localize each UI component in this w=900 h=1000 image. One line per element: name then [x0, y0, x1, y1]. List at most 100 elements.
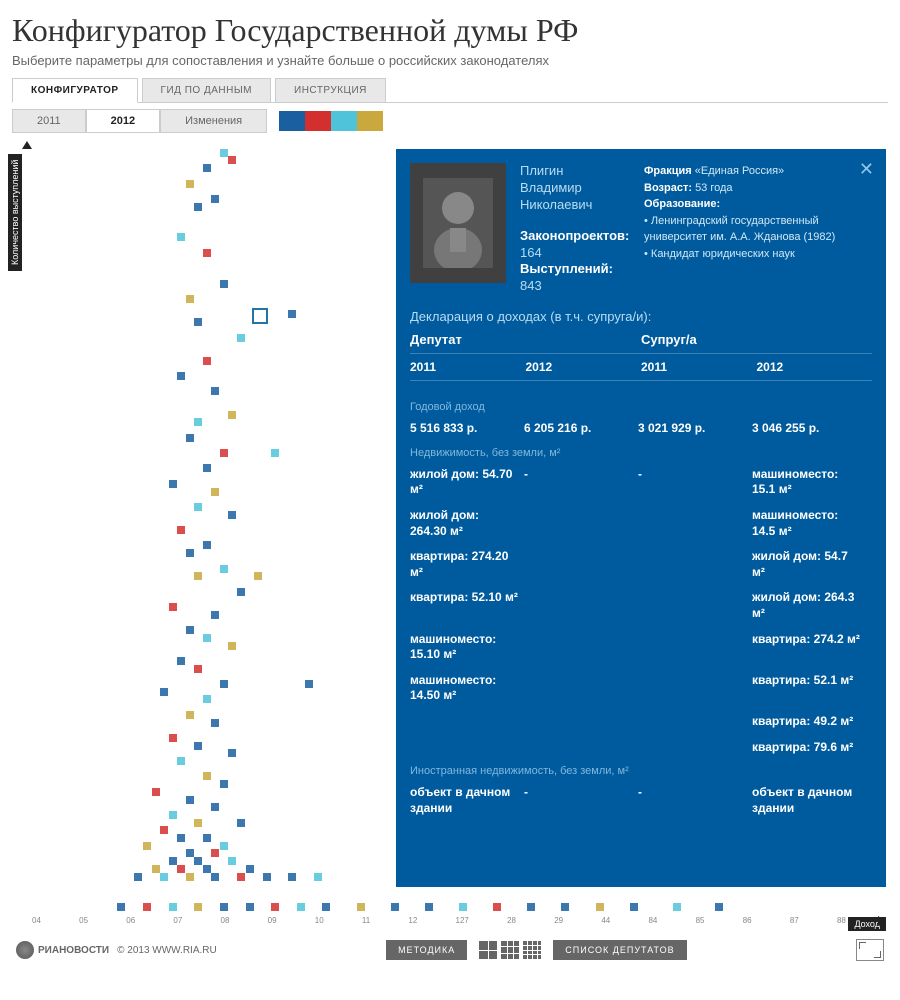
scatter-point[interactable] — [220, 680, 228, 688]
scatter-point[interactable] — [228, 749, 236, 757]
scatter-point[interactable] — [177, 757, 185, 765]
scatter-point[interactable] — [177, 865, 185, 873]
tab-data-guide[interactable]: Гид по данным — [142, 78, 271, 102]
scatter-point[interactable] — [391, 903, 399, 911]
scatter-point[interactable] — [152, 788, 160, 796]
scatter-point[interactable] — [177, 233, 185, 241]
scatter-point[interactable] — [203, 695, 211, 703]
scatter-point[interactable] — [228, 642, 236, 650]
scatter-point[interactable] — [143, 842, 151, 850]
scatter-point[interactable] — [211, 488, 219, 496]
year-tab-2012[interactable]: 2012 — [86, 109, 160, 133]
scatter-point[interactable] — [246, 865, 254, 873]
scatter-point[interactable] — [160, 873, 168, 881]
tab-configurator[interactable]: КОНФИГУРАТОР — [12, 78, 138, 103]
scatter-point[interactable] — [203, 865, 211, 873]
scatter-point[interactable] — [194, 665, 202, 673]
scatter-point[interactable] — [237, 334, 245, 342]
scatter-point[interactable] — [211, 803, 219, 811]
scatter-point[interactable] — [271, 449, 279, 457]
scatter-point[interactable] — [220, 780, 228, 788]
scatter-point[interactable] — [203, 772, 211, 780]
scatter-point[interactable] — [425, 903, 433, 911]
view-small-icon[interactable] — [523, 941, 541, 959]
scatter-point[interactable] — [203, 834, 211, 842]
scatter-point[interactable] — [220, 149, 228, 157]
scatter-point[interactable] — [211, 387, 219, 395]
scatter-point[interactable] — [160, 688, 168, 696]
scatter-point[interactable] — [228, 156, 236, 164]
scatter-point[interactable] — [237, 873, 245, 881]
scatter-point[interactable] — [314, 873, 322, 881]
scatter-point[interactable] — [211, 873, 219, 881]
scatter-point[interactable] — [186, 295, 194, 303]
deputies-list-button[interactable]: СПИСОК ДЕПУТАТОВ — [553, 940, 686, 960]
tab-instructions[interactable]: Инструкция — [275, 78, 386, 102]
scatter-point[interactable] — [228, 411, 236, 419]
scatter-point[interactable] — [169, 903, 177, 911]
scatter-point[interactable] — [220, 842, 228, 850]
scatter-point[interactable] — [194, 903, 202, 911]
scatter-point[interactable] — [194, 418, 202, 426]
scatter-point[interactable] — [297, 903, 305, 911]
scatter-point[interactable] — [186, 796, 194, 804]
scatter-point[interactable] — [220, 903, 228, 911]
scatter-point[interactable] — [152, 865, 160, 873]
scatter-point[interactable] — [186, 180, 194, 188]
scatter-point[interactable] — [194, 203, 202, 211]
scatter-point[interactable] — [194, 819, 202, 827]
scatter-point[interactable] — [194, 503, 202, 511]
scatter-point[interactable] — [220, 280, 228, 288]
ria-logo[interactable]: РИАНОВОСТИ — [16, 941, 109, 959]
scatter-point[interactable] — [596, 903, 604, 911]
scatter-point[interactable] — [134, 873, 142, 881]
legend-swatch-blue[interactable] — [279, 111, 305, 131]
scatter-point[interactable] — [288, 310, 296, 318]
scatter-point[interactable] — [117, 903, 125, 911]
scatter-point[interactable] — [237, 588, 245, 596]
scatter-point[interactable] — [194, 857, 202, 865]
scatter-point[interactable] — [177, 834, 185, 842]
year-tab-changes[interactable]: Изменения — [160, 109, 267, 133]
scatter-point[interactable] — [561, 903, 569, 911]
scatter-point[interactable] — [143, 903, 151, 911]
fullscreen-icon[interactable] — [856, 939, 884, 961]
scatter-point[interactable] — [203, 164, 211, 172]
scatter-point[interactable] — [527, 903, 535, 911]
scatter-point[interactable] — [169, 480, 177, 488]
scatter-point[interactable] — [169, 811, 177, 819]
scatter-point[interactable] — [186, 549, 194, 557]
scatter-point[interactable] — [305, 680, 313, 688]
scatter-point[interactable] — [263, 873, 271, 881]
legend-swatch-gold[interactable] — [357, 111, 383, 131]
scatter-point[interactable] — [203, 634, 211, 642]
scatter-point[interactable] — [160, 826, 168, 834]
scatter-point[interactable] — [271, 903, 279, 911]
scatter-point[interactable] — [169, 734, 177, 742]
scatter-point[interactable] — [237, 819, 245, 827]
scatter-point[interactable] — [493, 903, 501, 911]
legend-swatch-cyan[interactable] — [331, 111, 357, 131]
scatter-point[interactable] — [715, 903, 723, 911]
scatter-point[interactable] — [228, 857, 236, 865]
methodology-button[interactable]: МЕТОДИКА — [386, 940, 467, 960]
scatter-point[interactable] — [177, 372, 185, 380]
scatter-point[interactable] — [673, 903, 681, 911]
scatter-point[interactable] — [186, 849, 194, 857]
scatter-point[interactable] — [459, 903, 467, 911]
scatter-point[interactable] — [203, 249, 211, 257]
scatter-point[interactable] — [186, 873, 194, 881]
scatter-point[interactable] — [288, 873, 296, 881]
scatter-point[interactable] — [194, 572, 202, 580]
declaration-scroll[interactable]: Годовой доход 5 516 833 р.6 205 216 р.3 … — [410, 391, 872, 866]
year-tab-2011[interactable]: 2011 — [12, 109, 86, 133]
scatter-point[interactable] — [169, 603, 177, 611]
scatter-point[interactable] — [211, 611, 219, 619]
view-large-icon[interactable] — [479, 941, 497, 959]
scatter-point[interactable] — [630, 903, 638, 911]
scatter-point[interactable] — [177, 526, 185, 534]
scatter-point[interactable] — [357, 903, 365, 911]
scatter-point[interactable] — [228, 511, 236, 519]
close-icon[interactable]: ✕ — [859, 159, 874, 180]
scatter-point[interactable] — [194, 318, 202, 326]
